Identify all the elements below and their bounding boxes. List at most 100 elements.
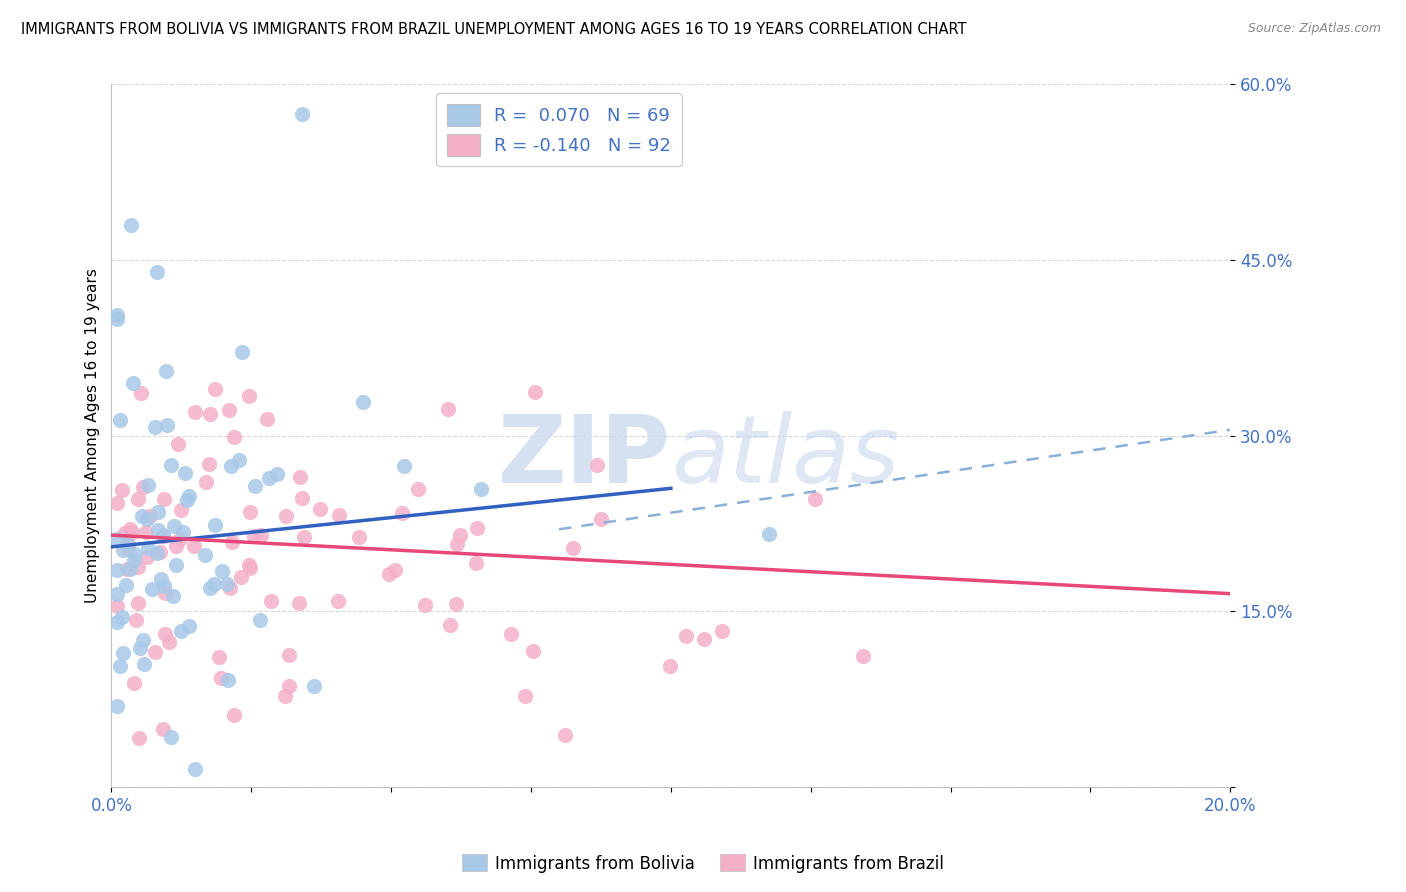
- Point: [169, 533, 191, 547]
- Point: [218, 581, 240, 595]
- Point: [274, 508, 297, 523]
- Point: [148, 523, 170, 537]
- Point: [160, 458, 183, 473]
- Point: [204, 517, 226, 532]
- Point: [129, 640, 152, 655]
- Point: [153, 586, 176, 600]
- Point: [198, 457, 221, 471]
- Text: Source: ZipAtlas.com: Source: ZipAtlas.com: [1247, 22, 1381, 36]
- Point: [446, 537, 468, 551]
- Point: [163, 518, 186, 533]
- Point: [183, 539, 205, 553]
- Point: [217, 576, 239, 591]
- Point: [260, 594, 283, 608]
- Point: [222, 707, 245, 722]
- Point: [278, 648, 301, 663]
- Point: [288, 470, 311, 484]
- Point: [204, 382, 226, 396]
- Point: [200, 407, 222, 421]
- Point: [224, 430, 246, 444]
- Point: [243, 529, 266, 543]
- Point: [105, 563, 128, 577]
- Point: [167, 437, 190, 451]
- Legend: R =  0.070   N = 69, R = -0.140   N = 92: R = 0.070 N = 69, R = -0.140 N = 92: [436, 94, 682, 167]
- Point: [117, 536, 139, 550]
- Point: [124, 676, 146, 690]
- Point: [174, 466, 197, 480]
- Point: [179, 489, 201, 503]
- Point: [108, 412, 131, 426]
- Point: [347, 530, 370, 544]
- Point: [328, 594, 350, 608]
- Point: [439, 618, 461, 632]
- Point: [589, 511, 612, 525]
- Point: [658, 658, 681, 673]
- Point: [105, 311, 128, 326]
- Point: [124, 547, 146, 561]
- Point: [523, 384, 546, 399]
- Point: [136, 477, 159, 491]
- Point: [238, 558, 260, 572]
- Legend: Immigrants from Bolivia, Immigrants from Brazil: Immigrants from Bolivia, Immigrants from…: [456, 847, 950, 880]
- Text: ZIP: ZIP: [498, 410, 671, 503]
- Point: [352, 395, 374, 409]
- Point: [218, 403, 240, 417]
- Point: [165, 558, 187, 573]
- Point: [120, 218, 142, 232]
- Point: [183, 404, 205, 418]
- Point: [309, 502, 332, 516]
- Point: [127, 560, 149, 574]
- Point: [156, 417, 179, 432]
- Point: [288, 596, 311, 610]
- Point: [391, 506, 413, 520]
- Point: [238, 389, 260, 403]
- Point: [115, 562, 138, 576]
- Point: [198, 582, 221, 596]
- Point: [274, 690, 297, 704]
- Point: [250, 527, 273, 541]
- Point: [170, 503, 193, 517]
- Point: [499, 627, 522, 641]
- Point: [302, 679, 325, 693]
- Point: [219, 459, 242, 474]
- Point: [162, 589, 184, 603]
- Point: [157, 635, 180, 649]
- Point: [392, 459, 415, 474]
- Point: [176, 493, 198, 508]
- Point: [145, 265, 167, 279]
- Point: [522, 644, 544, 658]
- Point: [155, 627, 177, 641]
- Point: [136, 512, 159, 526]
- Point: [159, 730, 181, 744]
- Point: [207, 649, 229, 664]
- Point: [136, 541, 159, 555]
- Point: [554, 728, 576, 742]
- Point: [131, 480, 153, 494]
- Point: [245, 479, 267, 493]
- Point: [117, 542, 139, 557]
- Point: [112, 543, 135, 558]
- Point: [465, 556, 488, 570]
- Point: [437, 401, 460, 416]
- Point: [444, 597, 467, 611]
- Point: [211, 565, 233, 579]
- Point: [146, 546, 169, 560]
- Point: [256, 412, 278, 426]
- Point: [152, 722, 174, 736]
- Point: [384, 563, 406, 577]
- Point: [292, 530, 315, 544]
- Point: [152, 529, 174, 543]
- Point: [132, 657, 155, 672]
- Point: [105, 599, 128, 613]
- Point: [328, 508, 350, 522]
- Point: [804, 491, 827, 506]
- Point: [193, 548, 215, 562]
- Text: atlas: atlas: [671, 411, 898, 502]
- Point: [114, 526, 136, 541]
- Point: [202, 577, 225, 591]
- Point: [266, 467, 288, 481]
- Point: [111, 610, 134, 624]
- Point: [470, 482, 492, 496]
- Point: [122, 553, 145, 567]
- Point: [291, 106, 314, 120]
